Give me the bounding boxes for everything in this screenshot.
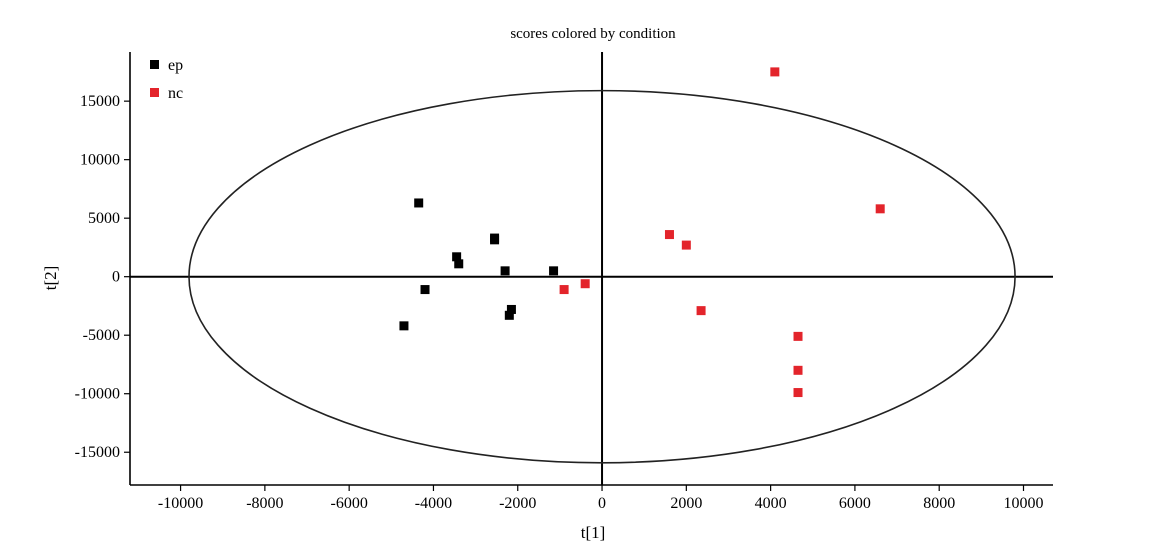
y-tick-label: -5000 — [83, 327, 120, 344]
x-tick-label: 2000 — [670, 495, 702, 512]
y-axis-ticks: 15000 10000 5000 0 -5000 -10000 -15000 — [75, 93, 130, 461]
data-point-ep — [399, 321, 409, 331]
data-points-layer — [399, 67, 885, 398]
y-tick-label: -10000 — [75, 386, 120, 403]
x-tick-label: -4000 — [415, 495, 452, 512]
data-point-ep — [506, 304, 516, 314]
data-point-nc — [559, 285, 569, 295]
x-tick-label: -6000 — [330, 495, 367, 512]
legend-marker-nc — [150, 88, 159, 97]
legend-label-ep: ep — [168, 57, 183, 74]
data-point-nc — [875, 204, 885, 214]
data-point-ep — [452, 252, 462, 262]
x-axis-title: t[1] — [581, 523, 606, 542]
y-axis-title: t[2] — [41, 266, 60, 291]
data-point-nc — [770, 67, 780, 77]
zero-reference-lines — [130, 52, 1053, 485]
data-point-ep — [414, 198, 424, 208]
data-point-nc — [580, 279, 590, 289]
confidence-ellipse — [188, 89, 1016, 464]
x-tick-label: 0 — [598, 495, 606, 512]
legend: ep nc — [150, 57, 183, 102]
y-tick-label: -15000 — [75, 444, 120, 461]
y-tick-label: 15000 — [80, 93, 120, 110]
data-point-nc — [681, 240, 691, 250]
plot-frame — [129, 52, 1053, 486]
x-axis-ticks: -10000 -8000 -6000 -4000 -2000 0 2000 4000 6000 8… — [158, 485, 1043, 512]
x-tick-label: 4000 — [755, 495, 787, 512]
data-point-ep — [500, 266, 510, 276]
data-point-ep — [549, 266, 559, 276]
x-tick-label: 6000 — [839, 495, 871, 512]
x-tick-label: -10000 — [158, 495, 203, 512]
data-point-nc — [696, 306, 706, 316]
data-point-ep — [454, 259, 464, 269]
data-point-ep — [420, 285, 430, 295]
data-point-nc — [664, 230, 674, 240]
data-point-nc — [793, 331, 803, 341]
y-tick-label: 5000 — [88, 210, 120, 227]
x-tick-label: 8000 — [923, 495, 955, 512]
x-tick-label: 10000 — [1003, 495, 1043, 512]
data-point-ep — [504, 310, 514, 320]
data-point-nc — [793, 365, 803, 375]
data-point-ep — [490, 235, 500, 245]
legend-label-nc: nc — [168, 85, 183, 102]
y-tick-label: 0 — [112, 269, 120, 286]
x-tick-label: -2000 — [499, 495, 536, 512]
chart-title: scores colored by condition — [510, 26, 676, 42]
legend-marker-ep — [150, 60, 159, 69]
y-tick-label: 10000 — [80, 152, 120, 169]
confidence-ellipse-layer — [188, 89, 1016, 464]
x-tick-label: -8000 — [246, 495, 283, 512]
data-point-nc — [793, 388, 803, 398]
